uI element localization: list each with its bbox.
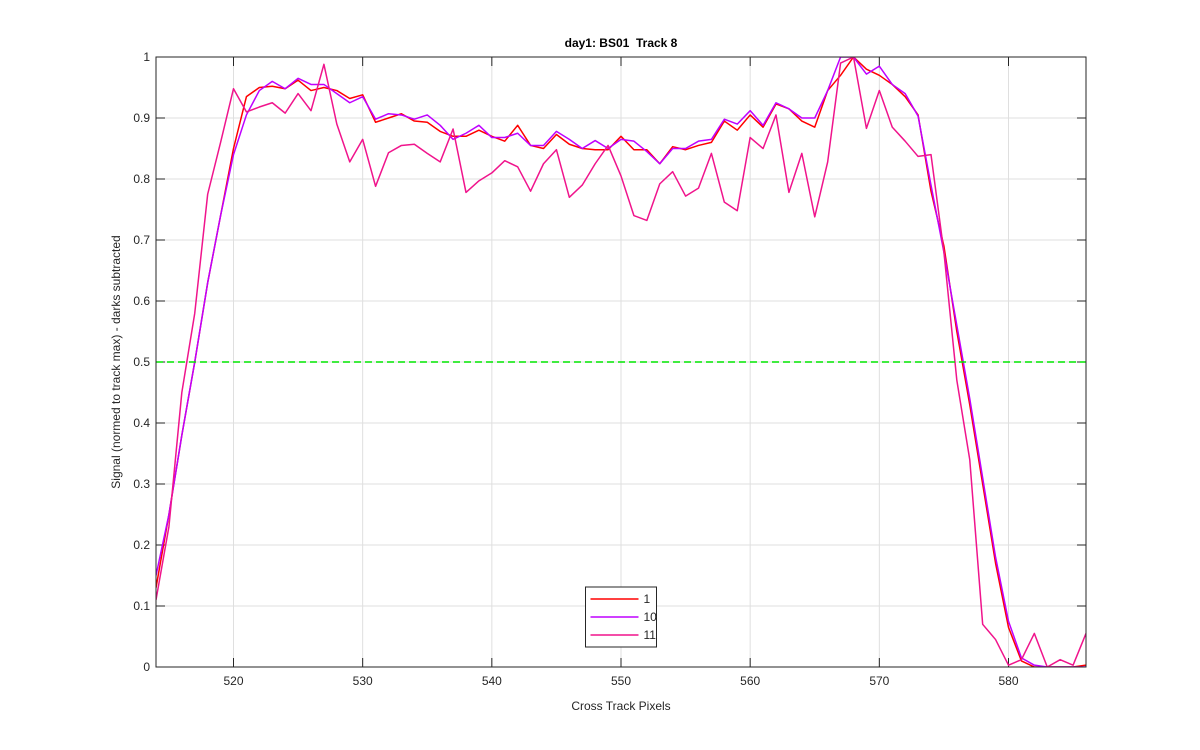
series-line [156,57,1086,667]
series-line [156,57,1086,667]
y-tick-label: 0.9 [133,111,150,125]
y-tick-label: 0.5 [133,355,150,369]
legend: 1 10 11 [585,586,658,648]
x-tick-label: 560 [740,674,760,688]
y-tick-label: 0.4 [133,416,150,430]
chart-title: day1: BS01 Track 8 [565,36,678,50]
series-layer [156,57,1086,667]
y-tick-label: 0 [143,660,150,674]
x-tick-label: 520 [223,674,243,688]
y-axis-label: Signal (normed to track max) - darks sub… [109,235,123,488]
y-tick-label: 0.2 [133,538,150,552]
y-tick-label: 0.7 [133,233,150,247]
x-tick-label: 580 [998,674,1018,688]
series-line [156,57,1086,667]
y-tick-label: 0.1 [133,599,150,613]
y-tick-label: 1 [143,50,150,64]
legend-label: 11 [644,628,657,642]
x-tick-label: 550 [611,674,631,688]
legend-label: 1 [644,592,651,606]
x-tick-label: 570 [869,674,889,688]
axes-box [155,56,1087,668]
y-tick-label: 0.6 [133,294,150,308]
x-tick-label: 540 [482,674,502,688]
x-tick-label: 530 [353,674,373,688]
y-tick-label: 0.3 [133,477,150,491]
x-axis-label: Cross Track Pixels [571,699,670,713]
legend-label: 10 [644,610,658,624]
y-tick-label: 0.8 [133,172,150,186]
